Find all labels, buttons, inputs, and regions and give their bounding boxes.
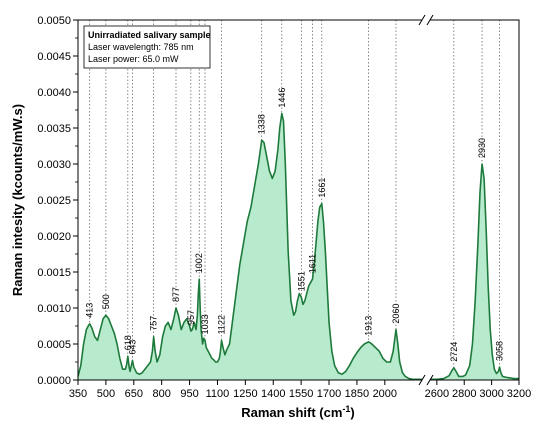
y-axis-title: Raman intesity (kcounts/mW.s) — [10, 104, 25, 296]
peak-label-12: 1551 — [296, 271, 306, 291]
peak-label-1: 500 — [101, 294, 111, 309]
peak-label-10: 1338 — [257, 114, 267, 134]
x-tick-label-1-3: 3200 — [507, 388, 531, 400]
y-tick-label-6: 0.0030 — [37, 159, 71, 171]
x-tick-label-0-1: 500 — [97, 388, 115, 400]
peak-label-6: 957 — [186, 310, 196, 325]
peak-label-19: 3058 — [495, 341, 505, 361]
y-axis-ticks: 0.0000 0.0005 0.0010 0.0015 0.0020 0.0025 0.00… — [37, 15, 78, 387]
legend-box: Unirradiated salivary sample Laser wavel… — [83, 25, 211, 69]
y-tick-label-7: 0.0035 — [37, 123, 71, 135]
y-tick-label-1: 0.0005 — [37, 339, 71, 351]
legend-line-wavelength: Laser wavelength: 785 nm — [88, 42, 194, 52]
break-gap-0 — [422, 16, 430, 24]
x-tick-label-0-11: 2000 — [373, 388, 397, 400]
x-tick-label-1-0: 2600 — [425, 388, 449, 400]
x-axis-title-main: Raman shift (cm — [241, 405, 342, 420]
x-tick-label-0-5: 1100 — [206, 388, 230, 400]
x-axis-title: Raman shift (cm-1) — [241, 404, 355, 420]
x-axis-title-end: ) — [350, 405, 354, 420]
peak-label-16: 2060 — [391, 304, 401, 324]
x-tick-label-1-2: 3000 — [479, 388, 503, 400]
y-tick-label-5: 0.0025 — [37, 195, 71, 207]
x-tick-label-0-7: 1400 — [261, 388, 285, 400]
peak-label-8: 1033 — [200, 314, 210, 334]
spectrum-line-0 — [77, 112, 422, 381]
x-tick-label-0-4: 950 — [180, 388, 198, 400]
peak-label-0: 413 — [85, 303, 95, 318]
x-tick-label-0-8: 1550 — [289, 388, 313, 400]
y-tick-label-0: 0.0000 — [37, 375, 71, 387]
peak-label-18: 2930 — [477, 138, 487, 158]
break-slash-a-1 — [418, 374, 426, 386]
spectrum-line-1 — [430, 163, 519, 381]
y-tick-label-4: 0.0020 — [37, 231, 71, 243]
peak-label-15: 1913 — [364, 316, 374, 336]
peak-label-17: 2724 — [449, 342, 459, 362]
y-tick-label-10: 0.0050 — [37, 15, 71, 27]
x-tick-label-0-0: 350 — [69, 388, 87, 400]
spectrum-fill-1 — [430, 164, 519, 380]
x-tick-label-0-3: 800 — [152, 388, 170, 400]
peak-label-4: 757 — [149, 316, 159, 331]
legend-title: Unirradiated salivary sample — [88, 30, 211, 40]
peak-label-5: 877 — [171, 287, 181, 302]
axis-break-marks — [418, 14, 434, 386]
spectrum-areas — [77, 112, 519, 381]
x-tick-label-0-2: 650 — [125, 388, 143, 400]
break-gap-1 — [422, 376, 430, 384]
peak-label-14: 1661 — [317, 178, 327, 198]
peak-label-13: 1611 — [308, 254, 318, 273]
x-axis-title-sup: -1 — [342, 404, 350, 414]
x-tick-label-1-1: 2800 — [452, 388, 476, 400]
peak-label-2: 618 — [123, 335, 133, 350]
x-tick-label-0-9: 1700 — [317, 388, 341, 400]
peak-label-11: 1446 — [277, 88, 287, 108]
break-slash-b-1 — [426, 374, 434, 386]
break-slash-b-0 — [426, 14, 434, 26]
x-axis-ticks: 350 500 650 800 950 1100 1250 1400 1550 1700 1850 2… — [69, 380, 531, 400]
peak-label-9: 1122 — [217, 315, 227, 334]
y-tick-label-2: 0.0010 — [37, 303, 71, 315]
break-slash-a-0 — [418, 14, 426, 26]
peak-label-3: 643 — [128, 340, 138, 355]
y-tick-label-3: 0.0015 — [37, 267, 71, 279]
legend-line-power: Laser power: 65.0 mW — [88, 54, 179, 64]
legend-frame — [83, 25, 211, 69]
x-tick-label-0-6: 1250 — [233, 388, 257, 400]
x-tick-label-0-10: 1850 — [345, 388, 369, 400]
peak-label-7: 1002 — [194, 253, 204, 273]
spectrum-fill-0 — [78, 113, 422, 380]
y-tick-label-8: 0.0040 — [37, 87, 71, 99]
y-tick-label-9: 0.0045 — [37, 51, 71, 63]
